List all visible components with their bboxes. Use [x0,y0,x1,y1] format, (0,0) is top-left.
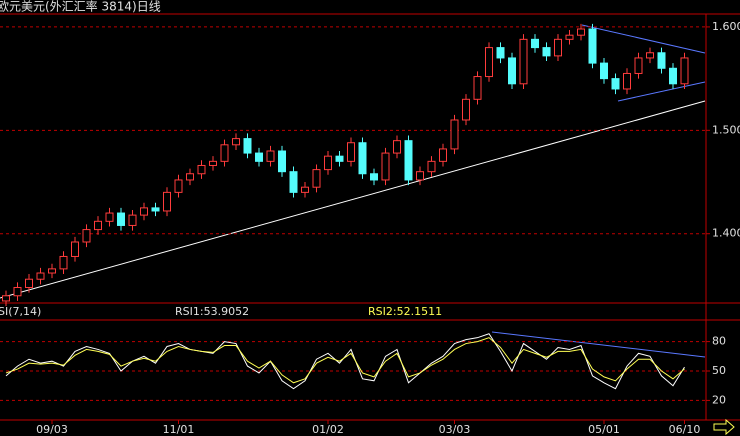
candle-body [473,76,482,100]
y-tick-label: 80 [712,335,726,348]
panel-title: SI(7,14) [0,305,41,318]
candle-body [48,268,56,274]
candle-body [59,255,68,270]
candle-body [186,173,194,181]
candle-body [427,160,436,173]
candle-body [611,78,620,90]
candle-body [289,171,298,193]
candle-body [117,212,125,226]
candle-body [439,148,447,162]
candle-body [278,150,286,173]
candle-body [531,38,539,49]
candle-body [450,119,459,150]
x-tick-label: 06/10 [669,423,701,436]
candle-body [324,155,332,171]
candle-body [312,169,321,188]
trend-line [617,81,706,102]
candle-body [140,207,148,216]
rsi-line [5,333,685,390]
candle-body [657,52,666,69]
candle-body [381,152,390,181]
rsi-line [5,337,685,384]
candle-body [669,67,677,85]
scroll-arrow[interactable] [713,418,735,436]
candle-body [71,241,79,257]
candle-body [404,140,413,181]
candle-body [600,62,608,80]
candle-body [370,173,378,181]
candle-body [496,47,505,59]
candle-body [220,144,229,162]
candle-body [358,142,367,175]
candle-body [485,47,493,78]
candle-body [646,52,654,59]
candle-body [266,150,275,162]
candle-body [335,155,344,162]
y-tick-label: 1.6000 [712,20,740,33]
candle-body [13,286,22,297]
x-tick-label: 01/02 [312,423,344,436]
trend-line [0,100,706,299]
candle-body [174,179,183,193]
candle-body [232,138,240,146]
y-tick-label: 1.4000 [712,227,740,240]
candle-body [82,229,91,243]
candle-body [2,295,10,302]
candle-body [577,28,585,36]
candle-body [623,72,631,90]
x-tick-label: 05/01 [588,423,620,436]
candle-body [301,186,309,193]
candle-body [542,47,551,57]
legend-entry: RSI2:52.1511 [368,305,442,318]
candle-body [163,191,171,212]
candle-body [36,272,45,280]
x-tick-label: 11/01 [163,423,195,436]
x-tick-label: 09/03 [36,423,68,436]
candle-body [508,57,516,85]
y-tick-label: 1.5000 [712,123,740,136]
candle-body [680,57,689,85]
candle-body [25,278,33,288]
candle-body [554,38,562,57]
candle-body [462,98,470,121]
candle-body [416,171,424,181]
candle-body [243,138,252,154]
trend-line [581,24,706,54]
candle-body [255,152,263,162]
legend-entry: RSI1:53.9052 [175,305,249,318]
candle-body [197,164,206,175]
candle-body [634,57,643,74]
candle-body [519,38,528,85]
candle-body [565,34,574,40]
y-tick-label: 50 [712,364,726,377]
candle-body [347,142,355,162]
candle-body [209,160,217,166]
candle-body [151,207,160,212]
candle-body [105,212,114,222]
candle-body [94,220,102,231]
chart-title: 欧元美元(外汇汇率 3814)日线 [0,0,161,14]
candle-body [588,28,597,64]
y-tick-label: 20 [712,393,726,406]
x-tick-label: 03/03 [439,423,471,436]
candle-body [393,140,401,154]
trend-line [491,331,706,358]
candle-body [128,214,137,226]
